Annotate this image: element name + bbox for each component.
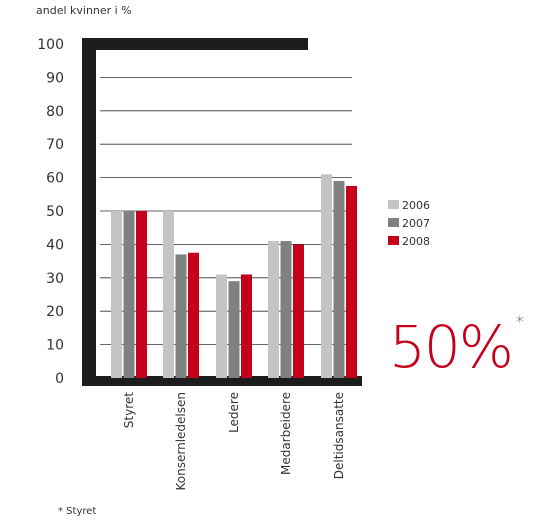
highlight-footnote-marker: * <box>515 312 524 331</box>
bar-2006 <box>111 211 122 378</box>
y-tick-label: 10 <box>46 338 64 354</box>
y-tick-label: 100 <box>37 37 64 53</box>
bar-2007 <box>123 211 135 378</box>
bar-2006 <box>216 274 227 378</box>
bar-2006 <box>268 241 279 378</box>
bar-2008 <box>241 274 252 378</box>
y-axis-tick-labels: 0 10 20 30 40 50 60 70 80 90 100 <box>37 37 64 387</box>
y-tick-label: 50 <box>46 204 64 220</box>
x-tick-label: Ledere <box>227 392 241 433</box>
y-tick-label: 90 <box>46 70 64 86</box>
legend-label: 2006 <box>402 199 430 212</box>
highlight-number: 50% <box>389 313 514 381</box>
x-tick-label: Deltidsansatte <box>332 392 346 479</box>
bar-2008 <box>188 252 199 378</box>
bars <box>111 174 357 378</box>
top-bar <box>82 38 308 50</box>
legend-swatch-2008 <box>388 236 399 245</box>
y-tick-label: 40 <box>46 237 64 253</box>
legend-label: 2007 <box>402 217 430 230</box>
chart-frame <box>82 38 362 386</box>
legend: 2006 2007 2008 <box>388 199 430 248</box>
bar-2006 <box>163 211 174 378</box>
bar-2007 <box>175 254 187 378</box>
legend-label: 2008 <box>402 235 430 248</box>
x-tick-label: Konsernledelsen <box>174 392 188 490</box>
x-axis-category-labels: Styret Konsernledelsen Ledere Medarbeidere D… <box>122 392 346 491</box>
highlight-value: 50% * <box>389 314 524 377</box>
y-tick-label: 60 <box>46 171 64 187</box>
y-axis-bar <box>82 38 96 386</box>
bar-2008 <box>293 244 304 378</box>
bar-2007 <box>333 180 345 378</box>
x-axis-bar <box>82 376 362 386</box>
bar-2007 <box>280 241 292 378</box>
bar-2008 <box>346 185 357 378</box>
y-tick-label: 70 <box>46 137 64 153</box>
x-tick-label: Medarbeidere <box>279 392 293 475</box>
y-tick-label: 30 <box>46 271 64 287</box>
footnote: * Styret <box>58 506 97 517</box>
chart-subtitle: andel kvinner i % <box>36 4 132 17</box>
bar-2006 <box>321 174 332 378</box>
bar-2008 <box>136 211 147 378</box>
y-tick-label: 20 <box>46 304 64 320</box>
x-tick-label: Styret <box>122 392 136 428</box>
y-tick-label: 0 <box>55 371 64 387</box>
legend-swatch-2006 <box>388 200 399 209</box>
legend-swatch-2007 <box>388 218 399 227</box>
y-tick-label: 80 <box>46 104 64 120</box>
bar-2007 <box>228 281 240 378</box>
